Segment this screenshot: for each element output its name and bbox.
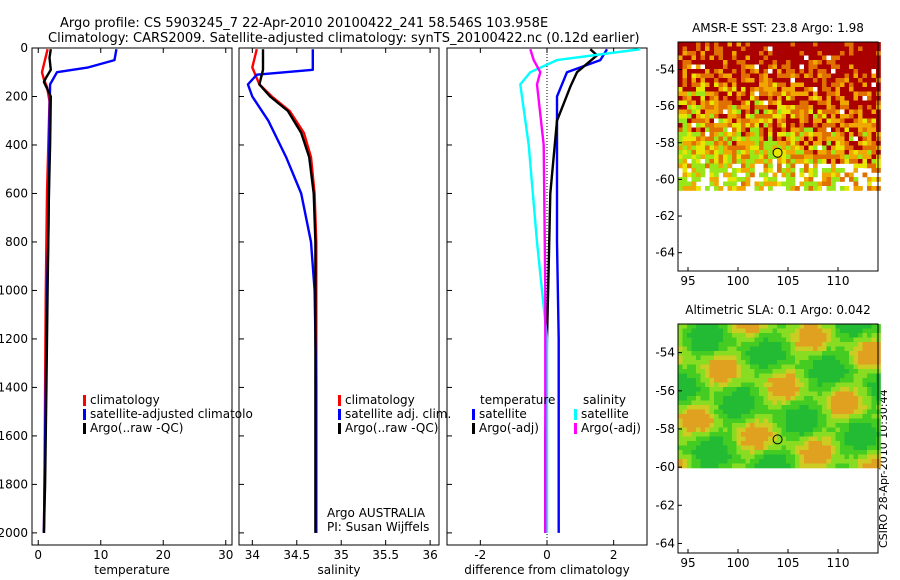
salinity-panel: 34 34.5 35 35.5 36 salinity climatologysatelli… — [238, 47, 451, 577]
sla_map-ytick-label: -58 — [655, 422, 675, 436]
salinity-annotation: Argo AUSTRALIA — [327, 506, 426, 520]
sst_map-ytick-label: -58 — [655, 136, 675, 150]
sla_map-xtick-label: 95 — [680, 556, 695, 570]
temperature-xtick-label: 20 — [156, 548, 171, 562]
difference-series-temperature-argoadj — [544, 48, 599, 533]
salinity-series-satellite — [246, 49, 318, 533]
legend-label: climatology — [90, 393, 160, 407]
temperature-ytick-label: 2000 — [0, 526, 28, 540]
salinity-xlabel: salinity — [317, 563, 360, 577]
legend-swatch — [83, 409, 86, 420]
legend-label: Argo(..raw -QC) — [90, 421, 183, 435]
legend-swatch — [472, 423, 475, 434]
temperature-ytick-label: 1600 — [0, 429, 28, 443]
legend-swatch — [83, 395, 86, 406]
salinity-frame — [238, 47, 440, 546]
sst_map-ytick-label: -54 — [655, 62, 675, 76]
temperature-ytick-label: 400 — [5, 138, 28, 152]
figure-title-line2: Climatology: CARS2009. Satellite-adjuste… — [48, 31, 640, 46]
legend-label: satellite — [581, 407, 629, 421]
legend-label: Argo(-adj) — [479, 421, 539, 435]
sst_map-ytick-label: -60 — [655, 172, 675, 186]
salinity-xtick-label: 34 — [245, 548, 260, 562]
temperature-ytick-label: 200 — [5, 89, 28, 103]
salinity-series-climatology — [251, 48, 318, 533]
temperature-series-satellite — [42, 48, 118, 533]
difference-xtick-label: 0 — [543, 548, 551, 562]
sst_map-ytick-label: -64 — [655, 246, 675, 260]
sst-map-panel: AMSR-E SST: 23.8 Argo: 1.98 95 100 105 110 -5… — [655, 21, 881, 288]
sla_map-frame — [677, 323, 879, 554]
difference-series-salinity-satellite — [519, 48, 641, 533]
sst_map-ytick-label: -62 — [655, 209, 675, 223]
sst_map-ytick-label: -56 — [655, 99, 675, 113]
legend-label: satellite-adjusted climatolo — [90, 407, 253, 421]
sla-map-panel: Altimetric SLA: 0.1 Argo: 0.042 95 100 105 1… — [655, 303, 881, 570]
difference-xtick-label: -2 — [474, 548, 486, 562]
sla_map-title: Altimetric SLA: 0.1 Argo: 0.042 — [685, 303, 870, 317]
sla_map-argo-marker — [772, 434, 783, 445]
salinity-series-argo — [258, 49, 317, 533]
legend-swatch — [338, 423, 341, 434]
difference-xlabel: difference from climatology — [464, 563, 630, 577]
temperature-ytick-label: 1000 — [0, 283, 28, 297]
figure-title-line1: Argo profile: CS 5903245_7 22-Apr-2010 2… — [60, 16, 548, 31]
temperature-ytick-label: 1400 — [0, 380, 28, 394]
salinity-xtick-label: 35.5 — [372, 548, 399, 562]
difference-series-temperature-satellite — [555, 48, 609, 533]
temperature-ytick-label: 1200 — [0, 332, 28, 346]
legend-label: Argo(..raw -QC) — [345, 421, 438, 435]
sla_map-xtick-label: 110 — [827, 556, 850, 570]
temperature-xtick-label: 10 — [93, 548, 108, 562]
temperature-xtick-label: 30 — [218, 548, 233, 562]
temperature-ytick-label: 1800 — [0, 477, 28, 491]
sst_map-frame — [677, 41, 879, 272]
sla_map-ytick-label: -64 — [655, 536, 675, 550]
legend-swatch — [574, 409, 577, 420]
temperature-xtick-label: 0 — [34, 548, 42, 562]
sla_map-cells — [678, 324, 881, 469]
difference-legend-title-salinity: salinity — [583, 393, 626, 407]
sst_map-xtick-label: 110 — [827, 274, 850, 288]
difference-series-salinity-argoadj — [529, 48, 547, 533]
temperature-ytick-label: 600 — [5, 186, 28, 200]
sst_map-xtick-label: 100 — [727, 274, 750, 288]
sla_map-ytick-label: -60 — [655, 460, 675, 474]
legend-label: satellite adj. clim. — [345, 407, 451, 421]
temperature-series-argo — [42, 49, 52, 533]
salinity-xtick-label: 36 — [422, 548, 437, 562]
legend-swatch — [83, 423, 86, 434]
legend-swatch — [338, 409, 341, 420]
sst_map-xtick-label: 105 — [777, 274, 800, 288]
sst_map-xtick-label: 95 — [680, 274, 695, 288]
sla_map-ytick-label: -56 — [655, 384, 675, 398]
sst_map-cells — [678, 42, 881, 191]
temperature-frame — [31, 47, 233, 546]
sla_map-ytick-label: -62 — [655, 498, 675, 512]
sla_map-ytick-label: -54 — [655, 346, 675, 360]
salinity-annotation: PI: Susan Wijffels — [327, 520, 429, 534]
salinity-xtick-label: 34.5 — [283, 548, 310, 562]
temperature-panel: 0 10 20 30 0 200 400 600 800 1000 1200 1400 1600 1800… — [0, 41, 253, 577]
temperature-xlabel: temperature — [94, 563, 169, 577]
sla_map-xtick-label: 105 — [777, 556, 800, 570]
sst_map-title: AMSR-E SST: 23.8 Argo: 1.98 — [692, 21, 864, 35]
sla_map-xtick-label: 100 — [727, 556, 750, 570]
legend-swatch — [574, 423, 577, 434]
legend-swatch — [338, 395, 341, 406]
salinity-xtick-label: 35 — [334, 548, 349, 562]
difference-xtick-label: 2 — [610, 548, 618, 562]
legend-label: satellite — [479, 407, 527, 421]
difference-legend-title-temperature: temperature — [480, 393, 555, 407]
legend-swatch — [472, 409, 475, 420]
temperature-ytick-label: 0 — [20, 41, 28, 55]
sst_map-argo-marker — [772, 147, 783, 158]
legend-label: climatology — [345, 393, 415, 407]
temperature-ytick-label: 800 — [5, 235, 28, 249]
legend-label: Argo(-adj) — [581, 421, 641, 435]
